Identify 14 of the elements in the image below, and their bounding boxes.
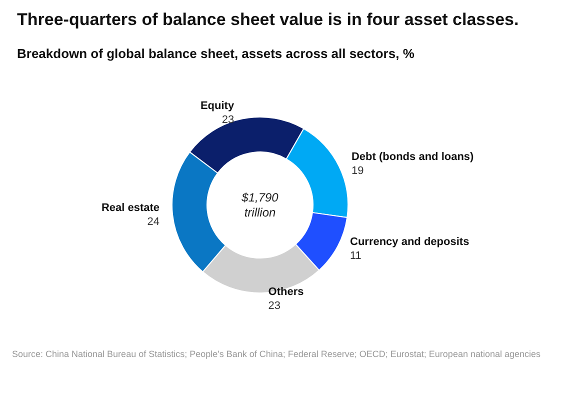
slice-label: Equity [200,100,235,112]
data-label: 23 [222,114,234,126]
slice-label: Others [268,286,304,298]
data-label: 23 [268,300,281,312]
data-label: 19 [351,164,364,177]
data-label: 11 [350,250,362,262]
data-label: 24 [147,216,160,228]
slice-label: Real estate [101,202,160,214]
slice-label: Currency and deposits [350,236,470,248]
text: $1,790 trillion [240,190,279,220]
source-note: Source: China National Bureau of Statistics; People's Bank of China; Federal Reserve; OECD; Eurostat; European national agencies [12,349,542,359]
chart-subtitle: Breakdown of global balance sheet, assets across all sectors, % [17,46,415,61]
chart-title: Three-quarters of balance sheet value is in four asset classes. [17,10,519,29]
slice-label: Debt (bonds and loans) [351,150,474,163]
